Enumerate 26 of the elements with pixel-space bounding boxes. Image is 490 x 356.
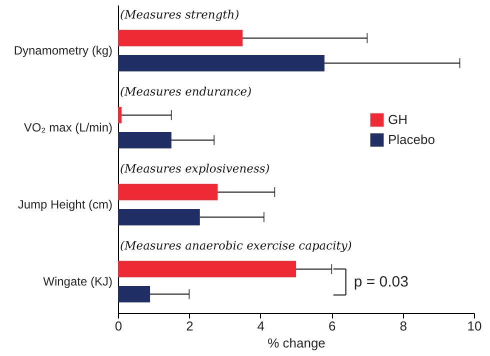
legend-label: GH [388,112,408,127]
bar [118,30,243,46]
bar [118,132,172,148]
bar [118,106,122,124]
y-tick-label: Dynamometry (kg) [14,44,112,58]
x-tick-label: 0 [114,318,122,334]
y-tick-label: Wingate (KJ) [43,274,112,288]
annotation: (Measures strength) [120,8,240,22]
bar [118,286,150,302]
annotation: (Measures endurance) [120,84,252,98]
x-tick-label: 8 [400,318,407,334]
annotation: p = 0.03 [354,274,408,290]
bar [118,184,218,200]
y-tick-label: Jump Height (cm) [18,198,113,212]
x-tick-label: 6 [328,318,336,334]
annotation: (Measures explosiveness) [120,162,270,176]
bar [118,208,200,226]
x-tick-label: 2 [186,318,194,334]
x-axis-title: % change [268,336,326,350]
bar [118,54,324,72]
bar [118,260,296,278]
x-tick-label: 4 [257,318,265,334]
annotation: (Measures anaerobic exercise capacity) [120,238,352,252]
y-tick-label: VO₂ max (L/min) [24,120,112,134]
x-tick-label: 10 [467,318,482,334]
legend-label: Placebo [388,132,435,147]
